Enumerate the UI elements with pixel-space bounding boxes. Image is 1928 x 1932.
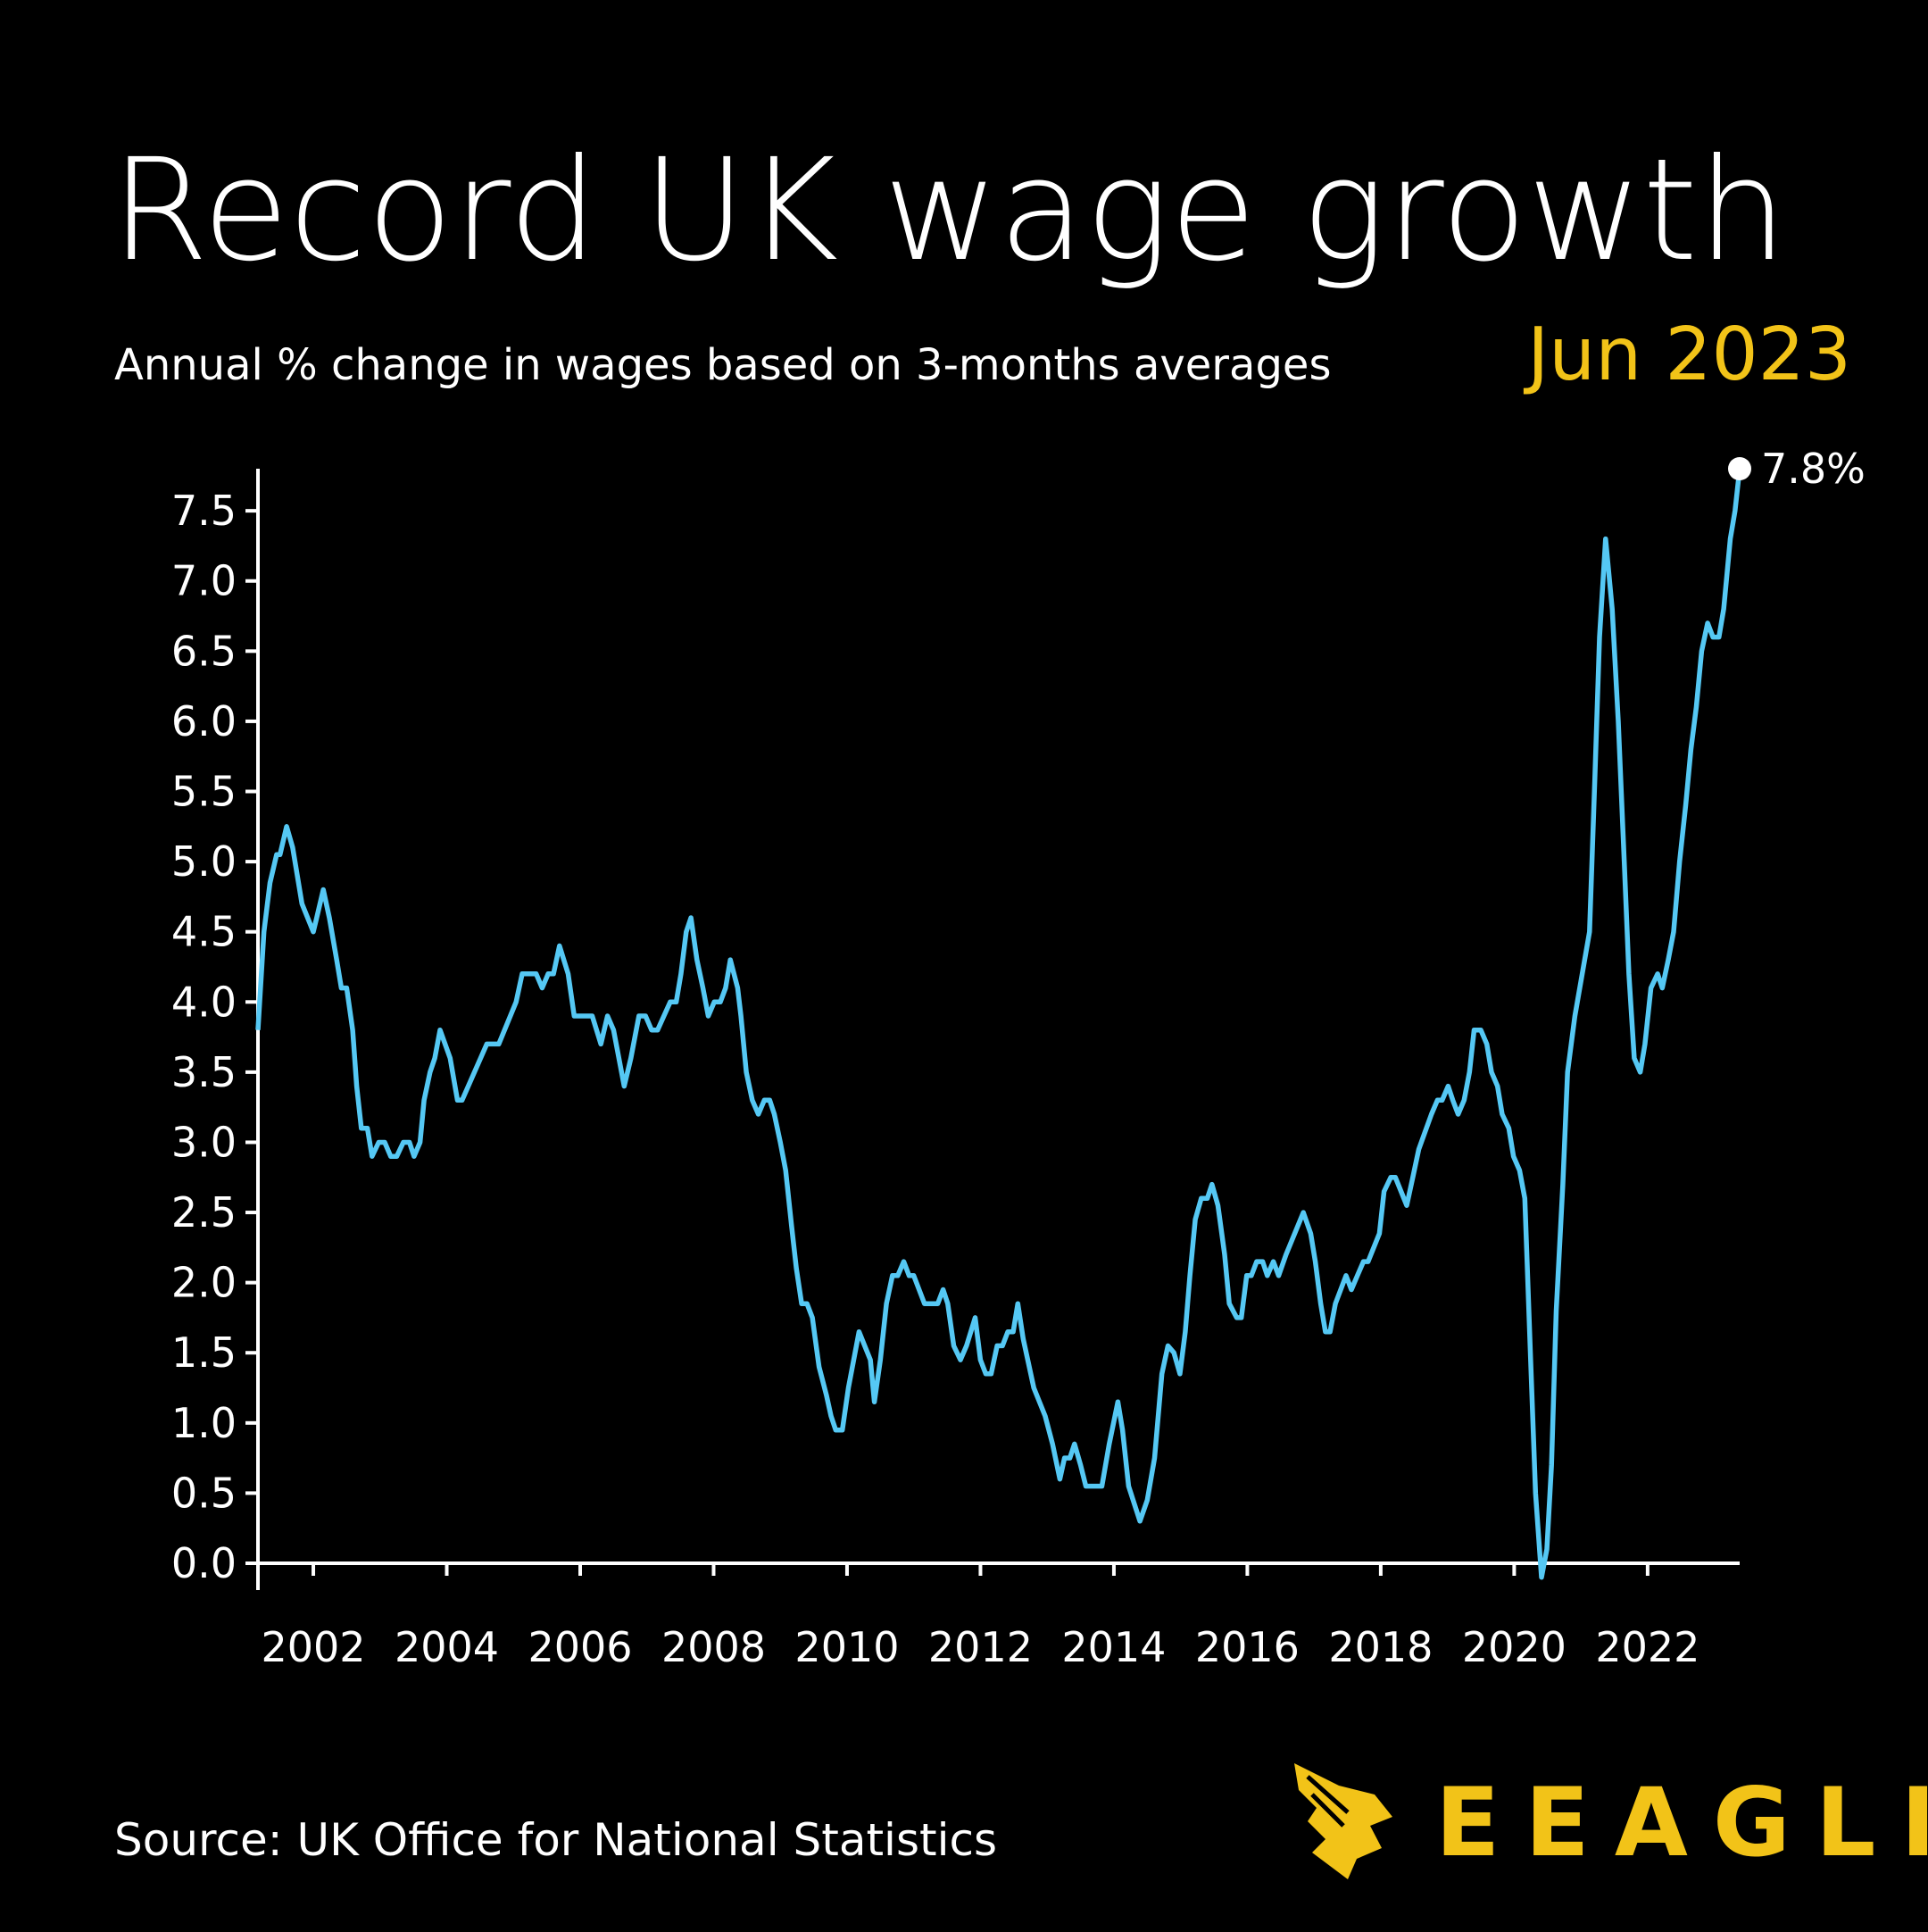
end-label: 7.8% xyxy=(1761,445,1866,493)
source-note: Source: UK Office for National Statistic… xyxy=(114,1814,997,1866)
y-tick-label: 5.0 xyxy=(171,837,237,886)
x-tick-label: 2014 xyxy=(1061,1623,1166,1671)
y-tick-label: 4.5 xyxy=(171,908,237,956)
y-tick-label: 3.5 xyxy=(171,1048,237,1096)
x-tick-label: 2020 xyxy=(1462,1623,1566,1671)
chart-subtitle: Annual % change in wages based on 3-mont… xyxy=(114,340,1331,390)
y-tick-label: 0.0 xyxy=(171,1539,237,1587)
y-tick-label: 7.5 xyxy=(171,487,237,535)
x-tick-label: 2006 xyxy=(528,1623,632,1671)
y-tick-label: 4.0 xyxy=(171,978,237,1026)
y-tick-label: 2.0 xyxy=(171,1259,237,1307)
x-tick-label: 2002 xyxy=(261,1623,365,1671)
y-tick-label: 7.0 xyxy=(171,557,237,605)
x-tick-label: 2022 xyxy=(1595,1623,1699,1671)
x-tick-label: 2016 xyxy=(1195,1623,1300,1671)
logo-text: EEAGLI xyxy=(1435,1768,1928,1878)
eagle-shape xyxy=(1294,1763,1392,1879)
eagle-feathers xyxy=(1306,1775,1350,1828)
x-tick-label: 2008 xyxy=(661,1623,766,1671)
x-tick-label: 2010 xyxy=(794,1623,899,1671)
x-tick-label: 2012 xyxy=(928,1623,1033,1671)
y-tick-label: 5.5 xyxy=(171,768,237,816)
end-point xyxy=(1728,457,1751,480)
logo-icon xyxy=(1294,1763,1392,1879)
y-tick-label: 1.5 xyxy=(171,1328,237,1377)
y-tick-label: 6.5 xyxy=(171,627,237,675)
y-tick-label: 6.0 xyxy=(171,697,237,745)
x-tick-label: 2018 xyxy=(1328,1623,1433,1671)
y-tick-label: 0.5 xyxy=(171,1469,237,1517)
y-tick-label: 2.5 xyxy=(171,1188,237,1237)
chart-title: Record UK wage growth xyxy=(111,129,1787,293)
date-label: Jun 2023 xyxy=(1523,312,1851,397)
x-tick-label: 2004 xyxy=(395,1623,499,1671)
y-tick-label: 3.0 xyxy=(171,1118,237,1166)
wage-line xyxy=(255,468,1742,1580)
y-tick-label: 1.0 xyxy=(171,1399,237,1447)
